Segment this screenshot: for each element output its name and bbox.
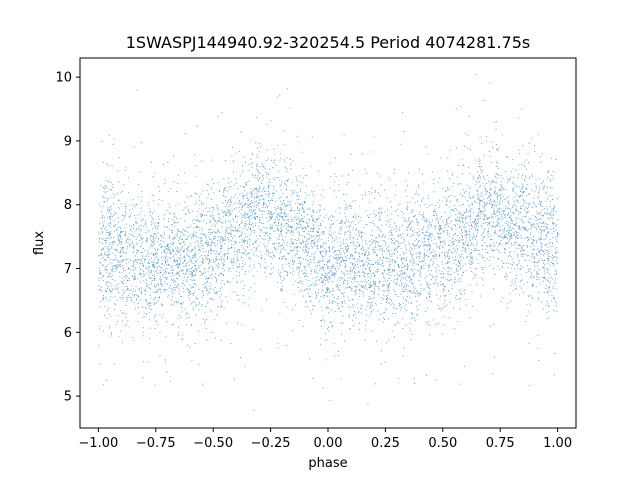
x-tick-label: −0.50 [193,436,233,451]
y-tick-label: 6 [64,326,72,341]
x-tick-label: −0.25 [251,436,291,451]
y-tick-label: 7 [64,262,72,277]
x-tick-label: 0.00 [314,436,343,451]
x-tick-label: 0.50 [428,436,457,451]
x-axis-ticks: −1.00 −0.75 −0.50 −0.25 0.00 0.25 0.50 0.75 1.00 [78,428,572,451]
y-tick-label: 9 [64,134,72,149]
data-points [98,74,559,411]
y-tick-label: 8 [64,198,72,213]
x-tick-label: −0.75 [136,436,176,451]
y-axis-ticks: 5 6 7 8 9 10 [55,71,80,405]
x-axis-label: phase [308,456,347,471]
y-tick-label: 5 [64,390,72,405]
x-tick-label: 1.00 [543,436,572,451]
x-tick-label: −1.00 [78,436,118,451]
y-tick-label: 10 [55,71,72,86]
scatter-points [98,74,559,411]
y-axis-label: flux [32,231,47,255]
x-tick-label: 0.25 [371,436,400,451]
x-tick-label: 0.75 [486,436,515,451]
chart-title: 1SWASPJ144940.92-320254.5 Period 4074281… [126,33,531,52]
